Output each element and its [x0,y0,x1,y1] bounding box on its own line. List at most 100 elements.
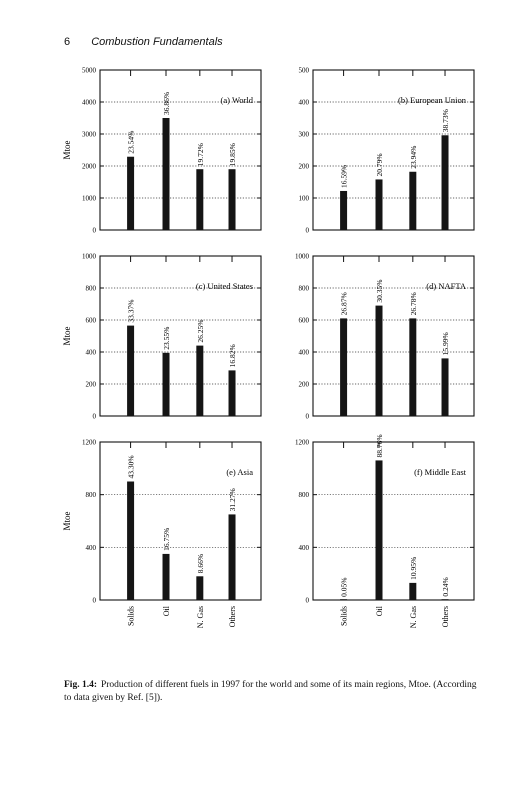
plot-frame [312,255,475,417]
bar-value-label: 26.78% [409,292,418,315]
bar [409,582,417,600]
x-tick-label: Oil [162,605,171,616]
bar-value-label: 16.82% [228,344,237,367]
bar-value-label: 16.75% [162,528,171,551]
bar-value-label: 26.25% [196,319,205,342]
y-tick-label: 1200 [82,439,97,447]
panel-title: (a) World [221,95,254,105]
y-tick-label: 600 [86,317,97,325]
bar-value-label: 10.95% [409,557,418,580]
y-tick-label: 400 [86,544,97,552]
bar-value-label: 20.79% [375,153,384,176]
bar [162,352,170,416]
bar-value-label: 30.35% [375,279,384,302]
x-tick-label: Others [228,606,237,627]
bar [196,576,204,600]
y-tick-label: 5000 [82,67,97,75]
y-tick-label: 0 [306,597,310,605]
bar-value-label: 15.99% [441,332,450,355]
panel-title: (e) Asia [226,467,253,477]
page-number: 6 [64,36,71,48]
caption-label: Fig. 1.4: [64,680,97,690]
panel-title: (b) European Union [398,95,467,105]
bar-value-label: 19.72% [196,143,205,166]
bar-value-label: 23.54% [127,131,136,154]
x-tick-label: N. Gas [196,606,205,628]
y-axis-label: Mtoe [62,326,72,345]
bar [228,514,236,600]
bar [196,169,204,230]
bar-value-label: 88.76% [375,434,384,457]
plot-frame [99,69,262,231]
bar [228,169,236,230]
bar [228,370,236,416]
bar [127,325,135,416]
y-tick-label: 2000 [82,163,97,171]
y-tick-label: 200 [86,381,97,389]
y-tick-label: 1000 [82,195,97,203]
chart-panel: 0 200 400 600 800 1000 Mtoe 33.37% 23.55% 26.25% 1… [62,253,262,421]
figure-caption: Fig. 1.4: Production of different fuels i… [64,679,484,705]
y-tick-label: 800 [299,491,310,499]
bar [162,553,170,600]
y-axis-label: Mtoe [62,140,72,159]
bar [409,171,417,230]
caption-text: Production of different fuels in 1997 fo… [64,680,477,703]
chart-panel: 0 400 800 1200 0.05% 88.76% 10.95% 0.24% (f) Mid… [295,434,475,628]
y-tick-label: 800 [299,285,310,293]
y-tick-label: 4000 [82,99,97,107]
bar-value-label: 36.86% [162,92,171,115]
y-tick-label: 0 [93,413,97,421]
x-tick-label: Solids [340,606,349,626]
y-tick-label: 400 [299,544,310,552]
bar [441,135,449,230]
bar-value-label: 33.37% [127,299,136,322]
panel-title: (d) NAFTA [426,281,467,291]
y-tick-label: 1200 [295,439,310,447]
plot-frame [99,441,262,601]
bar [441,599,449,600]
y-axis-label: Mtoe [62,511,72,530]
x-tick-label: N. Gas [409,606,418,628]
y-tick-label: 0 [93,227,97,235]
y-tick-label: 1000 [82,253,97,261]
y-tick-label: 800 [86,285,97,293]
y-tick-label: 400 [299,349,310,357]
bar-value-label: 23.94% [409,146,418,169]
bar [441,358,449,416]
x-tick-label: Solids [127,606,136,626]
y-tick-label: 400 [299,99,310,107]
panel-title: (f) Middle East [414,467,467,477]
y-tick-label: 1000 [295,253,310,261]
bar [340,318,348,416]
chart-panel: 0 100 200 300 400 500 16.59% 20.79% 23.94% 38.73%… [299,67,475,235]
bar-value-label: 0.05% [340,577,349,596]
y-tick-label: 100 [299,195,310,203]
bar [196,345,204,416]
chart-panel: 0 400 800 1200 Mtoe 43.30% 16.75% 8.66% 31.27% (e… [62,439,262,628]
bar [127,156,135,230]
x-tick-label: Others [441,606,450,627]
bar [340,190,348,230]
y-tick-label: 0 [306,227,310,235]
bar-value-label: 23.55% [162,327,171,350]
chart-panel: 0 200 400 600 800 1000 26.87% 30.35% 26.78% 15.99… [295,253,475,421]
plot-frame [312,441,475,601]
bar-value-label: 16.59% [340,165,349,188]
bar [375,179,383,230]
bar [162,118,170,230]
plot-frame [312,69,475,231]
y-tick-label: 500 [299,67,310,75]
bar [127,481,135,600]
bar-value-label: 8.66% [196,554,205,573]
y-tick-label: 400 [86,349,97,357]
bar [375,305,383,416]
bar [375,460,383,600]
bar [340,599,348,600]
y-tick-label: 200 [299,381,310,389]
page-header: 6 Combustion Fundamentals [64,36,223,48]
bar-value-label: 0.24% [441,577,450,596]
bar-value-label: 43.30% [127,455,136,478]
bar-value-label: 19.85% [228,143,237,166]
